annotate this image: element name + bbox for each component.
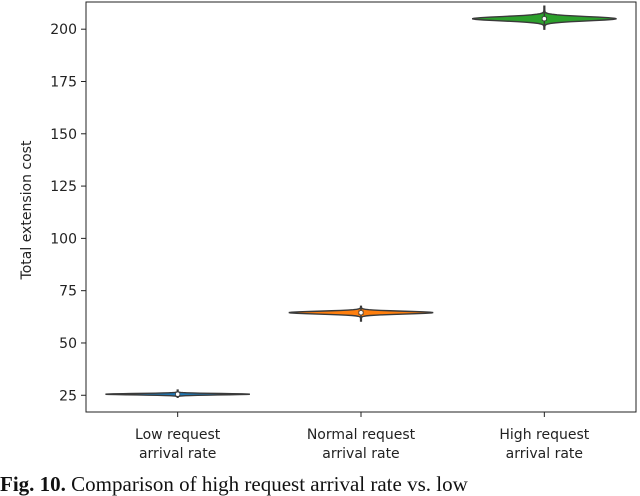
y-axis: 25 50 75 100 125 150 175 200 <box>50 22 86 404</box>
violin-median <box>542 16 547 21</box>
violin <box>105 389 250 399</box>
violin <box>471 5 617 30</box>
x-tick-label: High request arrival rate <box>499 427 589 462</box>
y-tick-label: 150 <box>50 127 77 143</box>
caption-text: Comparison of high request arrival rate … <box>71 472 468 496</box>
y-tick-label: 200 <box>50 22 77 38</box>
violin-chart: 25 50 75 100 125 150 175 200 Low request arrival… <box>19 1 637 462</box>
y-tick-label: 25 <box>59 388 77 404</box>
x-tick-label: Low request arrival rate <box>135 427 221 462</box>
x-axis: Low request arrival rate Normal request arr… <box>135 412 590 462</box>
y-tick-label: 175 <box>50 74 77 90</box>
caption-label: Fig. 10. <box>0 472 66 496</box>
x-tick-label: Normal request arrival rate <box>307 427 416 462</box>
plot-frame <box>85 1 637 413</box>
violin <box>288 305 434 322</box>
y-tick-label: 75 <box>59 284 77 300</box>
y-axis-label: Total extension cost <box>19 140 35 280</box>
figure-caption: Fig. 10. Comparison of high request arri… <box>0 472 640 496</box>
violins <box>105 5 617 399</box>
y-tick-label: 100 <box>50 231 77 247</box>
violin-median <box>175 392 180 397</box>
violin-median <box>359 310 363 315</box>
y-tick-label: 50 <box>59 336 77 352</box>
y-tick-label: 125 <box>50 179 77 195</box>
